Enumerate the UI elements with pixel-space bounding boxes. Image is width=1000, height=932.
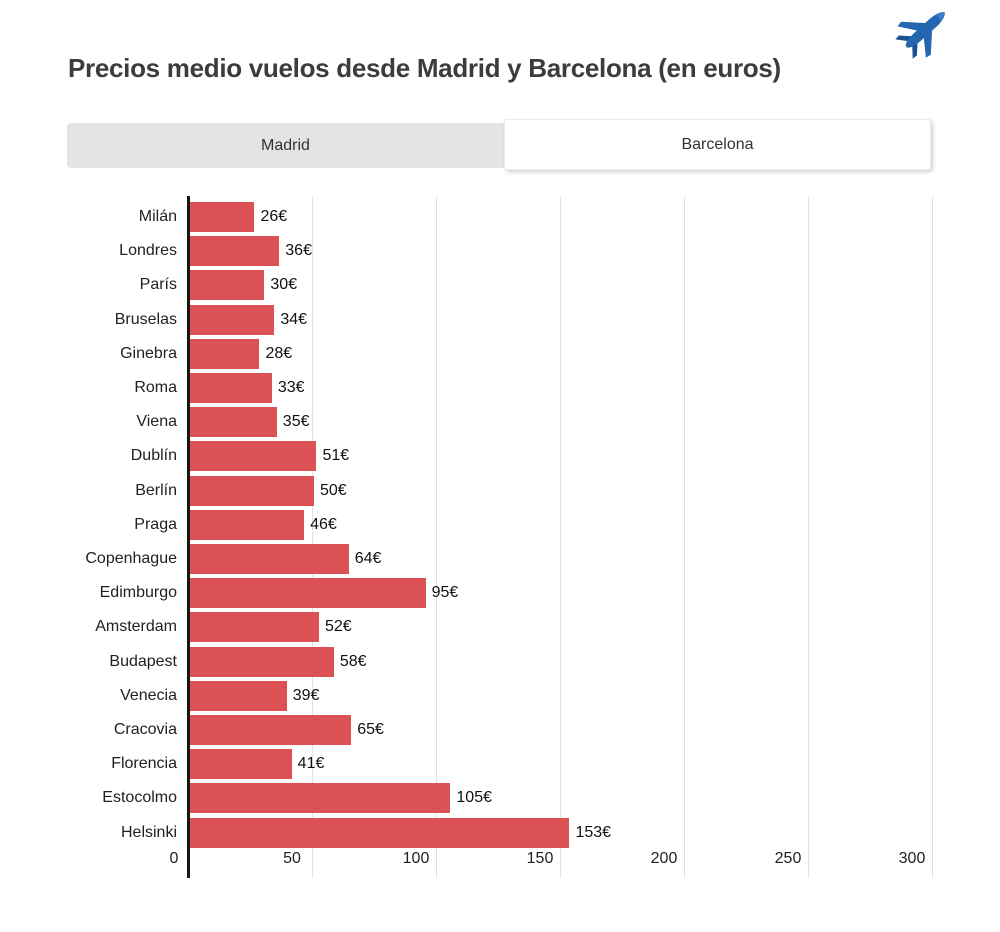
category-label: París	[139, 276, 177, 294]
category-label: Budapest	[109, 652, 177, 670]
gridline-x-300	[932, 196, 933, 878]
value-label: 28€	[265, 344, 293, 362]
value-label: 65€	[357, 721, 384, 738]
value-label: 46€	[310, 515, 337, 533]
category-label: Venecia	[120, 686, 177, 704]
gridline-x-100	[436, 196, 437, 878]
value-label: 26€	[260, 208, 288, 225]
bar	[190, 646, 334, 677]
tab-madrid[interactable]: Madrid	[67, 123, 504, 168]
value-label: 51€	[322, 447, 350, 465]
bar	[190, 817, 570, 848]
page-title: Precios medio vuelos desde Madrid y Barc…	[68, 53, 781, 83]
gridline-x-250	[808, 196, 809, 878]
x-tick-label: 0	[169, 850, 179, 867]
category-label: Copenhague	[85, 550, 177, 567]
bar	[190, 441, 317, 472]
tab-madrid-label: Madrid	[261, 136, 310, 154]
bar	[190, 304, 275, 335]
bar	[190, 680, 287, 711]
tab-barcelona-label: Barcelona	[681, 135, 754, 153]
value-label: 153€	[575, 823, 612, 841]
category-label: Ginebra	[120, 344, 177, 362]
x-tick-label: 150	[526, 850, 554, 867]
category-label: Cracovia	[113, 721, 177, 738]
category-label: Dublín	[130, 447, 177, 465]
bar	[190, 270, 265, 301]
bar	[190, 475, 314, 506]
category-label: Estocolmo	[102, 789, 177, 807]
category-label: Viena	[136, 413, 177, 431]
value-label: 39€	[292, 686, 320, 704]
bar	[190, 338, 260, 369]
value-label: 35€	[282, 413, 310, 431]
category-label: Praga	[134, 515, 177, 533]
bar	[190, 578, 426, 609]
x-tick-label: 50	[283, 850, 301, 867]
x-tick-label: 100	[402, 850, 430, 867]
y-axis-line	[187, 196, 190, 878]
value-label: 33€	[277, 379, 305, 396]
value-label: 36€	[285, 242, 312, 260]
airplane-icon	[888, 0, 960, 62]
value-label: 34€	[280, 310, 308, 328]
value-label: 30€	[270, 276, 298, 294]
bar	[190, 544, 349, 574]
value-label: 52€	[324, 618, 352, 636]
bar	[190, 407, 277, 438]
bar	[190, 715, 352, 745]
value-label: 41€	[297, 755, 325, 773]
bar	[190, 612, 319, 643]
gridline-x-150	[560, 196, 561, 878]
x-tick-label: 300	[898, 850, 926, 867]
category-label: Florencia	[111, 755, 177, 773]
x-tick-label: 250	[774, 850, 802, 867]
bar	[190, 236, 280, 267]
tab-barcelona[interactable]: Barcelona	[504, 119, 931, 170]
category-label: Edimburgo	[99, 584, 177, 602]
bar	[190, 509, 305, 540]
category-label: Milán	[138, 208, 177, 225]
category-label: Amsterdam	[95, 618, 177, 636]
value-label: 50€	[320, 481, 347, 499]
value-label: 95€	[431, 584, 459, 602]
value-label: 58€	[339, 652, 367, 670]
category-label: Londres	[119, 242, 177, 260]
category-label: Helsinki	[120, 823, 177, 841]
gridline-x-200	[684, 196, 685, 878]
category-label: Berlín	[135, 481, 177, 499]
bar	[190, 373, 272, 403]
bar	[190, 783, 451, 814]
x-tick-label: 200	[650, 850, 678, 867]
category-label: Roma	[134, 379, 177, 396]
bar	[190, 749, 292, 780]
category-label: Bruselas	[114, 310, 177, 328]
value-label: 64€	[354, 550, 382, 567]
value-label: 105€	[456, 789, 492, 807]
bar-chart: Milán 26€ Londres 36€ París 30€ Bruselas 34€ Gin…	[0, 190, 1000, 890]
bar	[190, 202, 255, 232]
gridline-x-50	[312, 196, 313, 878]
